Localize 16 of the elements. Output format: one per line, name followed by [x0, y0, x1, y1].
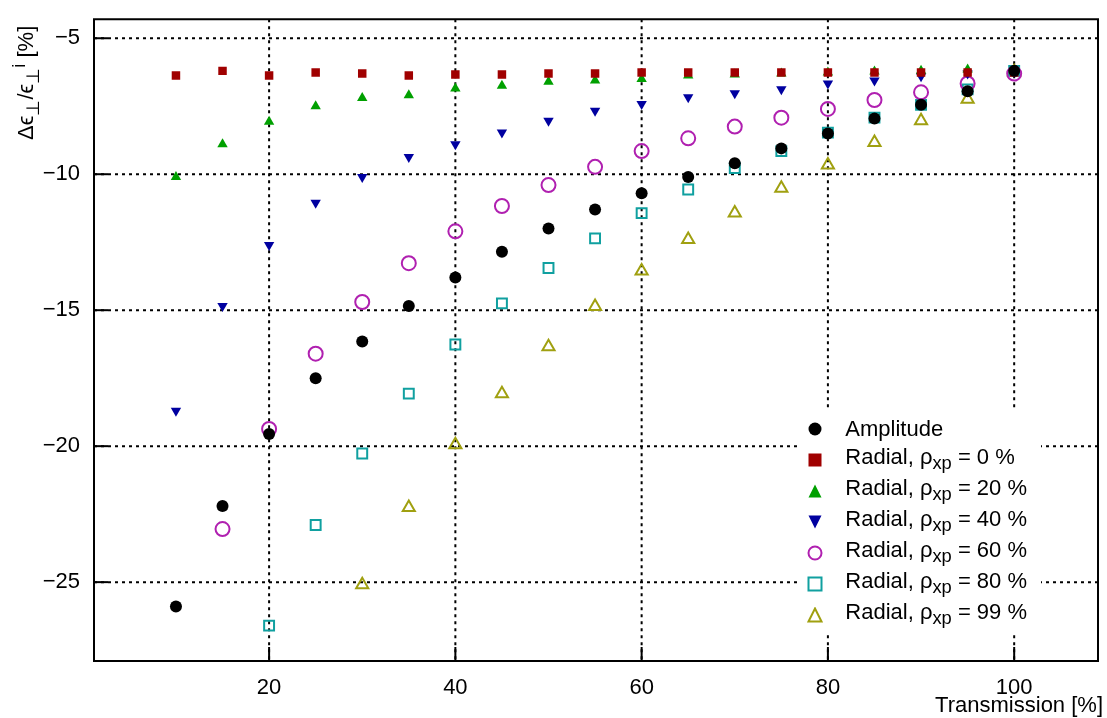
legend-label: Radial, ρ$_{xp}$ = 40 %: [845, 506, 1027, 537]
legend-label: Radial, ρ$_{xp}$ = 20 %: [845, 475, 1027, 506]
legend-label: Radial, ρ$_{xp}$ = 0 %: [845, 444, 1015, 475]
y-tick-label: −25: [42, 568, 80, 594]
x-tick-label: 60: [629, 674, 654, 700]
legend-label: Radial, ρ$_{xp}$ = 80 %: [845, 568, 1027, 599]
x-tick-label: 40: [443, 674, 468, 700]
legend-label: Radial, ρ$_{xp}$ = 60 %: [845, 537, 1027, 568]
y-tick-label: −10: [42, 160, 80, 186]
legend-label: Radial, ρ$_{xp}$ = 99 %: [845, 599, 1027, 630]
legend-label: Amplitude: [845, 415, 944, 442]
y-tick-label: −15: [42, 296, 80, 322]
y-tick-label: −20: [42, 432, 80, 458]
y-tick-label: −5: [54, 24, 80, 50]
x-tick-label: 20: [256, 674, 282, 700]
x-tick-label: 80: [815, 674, 841, 700]
